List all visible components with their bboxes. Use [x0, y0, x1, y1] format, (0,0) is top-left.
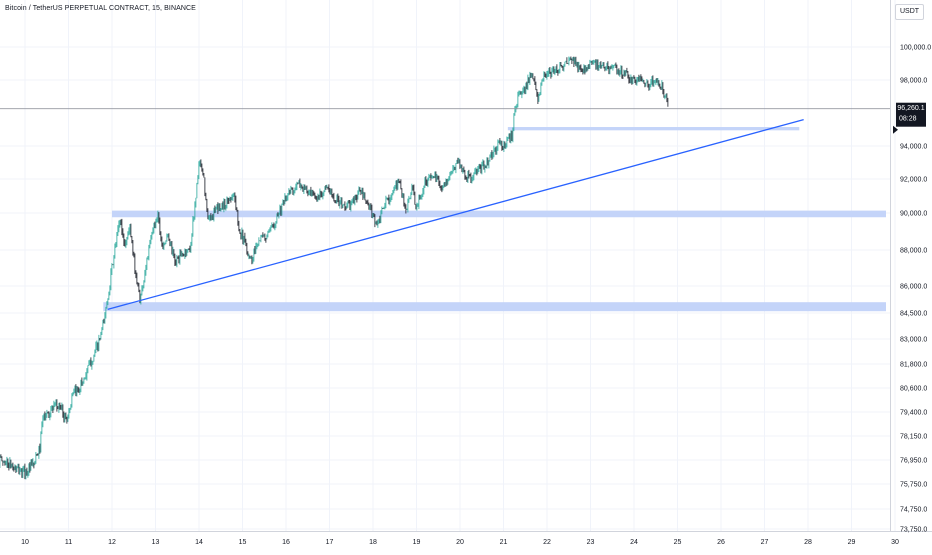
x-tick-label: 10	[21, 539, 29, 546]
support-zone[interactable]	[112, 210, 886, 218]
drawings	[0, 108, 890, 311]
y-tick-label: 92,000.0	[900, 177, 927, 184]
x-tick-label: 25	[674, 539, 682, 546]
x-tick-label: 12	[108, 539, 116, 546]
y-tick-label: 76,950.0	[900, 458, 927, 465]
x-tick-label: 27	[761, 539, 769, 546]
x-tick-label: 28	[804, 539, 812, 546]
x-tick-label: 14	[195, 539, 203, 546]
y-tick-label: 81,800.0	[900, 362, 927, 369]
x-tick-label: 15	[239, 539, 247, 546]
price-arrow-icon	[893, 125, 898, 134]
last-price-countdown: 08:28	[899, 116, 917, 123]
y-tick-label: 94,000.0	[900, 144, 927, 151]
x-tick-label: 17	[326, 539, 334, 546]
x-tick-label: 29	[848, 539, 856, 546]
y-tick-label: 90,000.0	[900, 211, 927, 218]
grid	[0, 0, 896, 531]
support-zones	[103, 127, 887, 312]
y-tick-label: 88,000.0	[900, 248, 927, 255]
y-tick-label: 75,750.0	[900, 482, 927, 489]
y-tick-label: 84,500.0	[900, 311, 927, 318]
chart-title: Bitcoin / TetherUS PERPETUAL CONTRACT, 1…	[5, 5, 196, 12]
y-tick-label: 73,750.0	[900, 527, 927, 534]
trendline[interactable]	[107, 118, 804, 311]
x-tick-label: 18	[369, 539, 377, 546]
x-tick-label: 21	[500, 539, 508, 546]
last-price-marker: 96,260.1 08:28	[893, 102, 926, 134]
x-tick-label: 26	[717, 539, 725, 546]
support-zone[interactable]	[507, 127, 800, 131]
support-zone[interactable]	[103, 302, 887, 312]
x-tick-label: 30	[891, 539, 899, 546]
currency-selector[interactable]: USDT	[895, 4, 924, 20]
x-tick-label: 16	[282, 539, 290, 546]
x-tick-label: 23	[587, 539, 595, 546]
x-tick-label: 13	[152, 539, 160, 546]
x-tick-label: 11	[65, 539, 72, 546]
y-tick-label: 100,000.0	[900, 45, 931, 52]
x-tick-label: 22	[543, 539, 551, 546]
y-tick-label: 98,000.0	[900, 78, 927, 85]
y-tick-label: 79,400.0	[900, 410, 927, 417]
y-tick-label: 86,000.0	[900, 284, 927, 291]
y-tick-label: 83,000.0	[900, 337, 927, 344]
x-tick-label: 20	[456, 539, 464, 546]
candles	[0, 56, 669, 480]
y-tick-label: 78,150.0	[900, 434, 927, 441]
x-tick-label: 24	[630, 539, 638, 546]
x-tick-label: 19	[413, 539, 421, 546]
y-tick-label: 74,750.0	[900, 507, 927, 514]
last-price-value: 96,260.1	[897, 105, 924, 112]
y-tick-label: 80,600.0	[900, 386, 927, 393]
last-price-box	[896, 102, 926, 127]
